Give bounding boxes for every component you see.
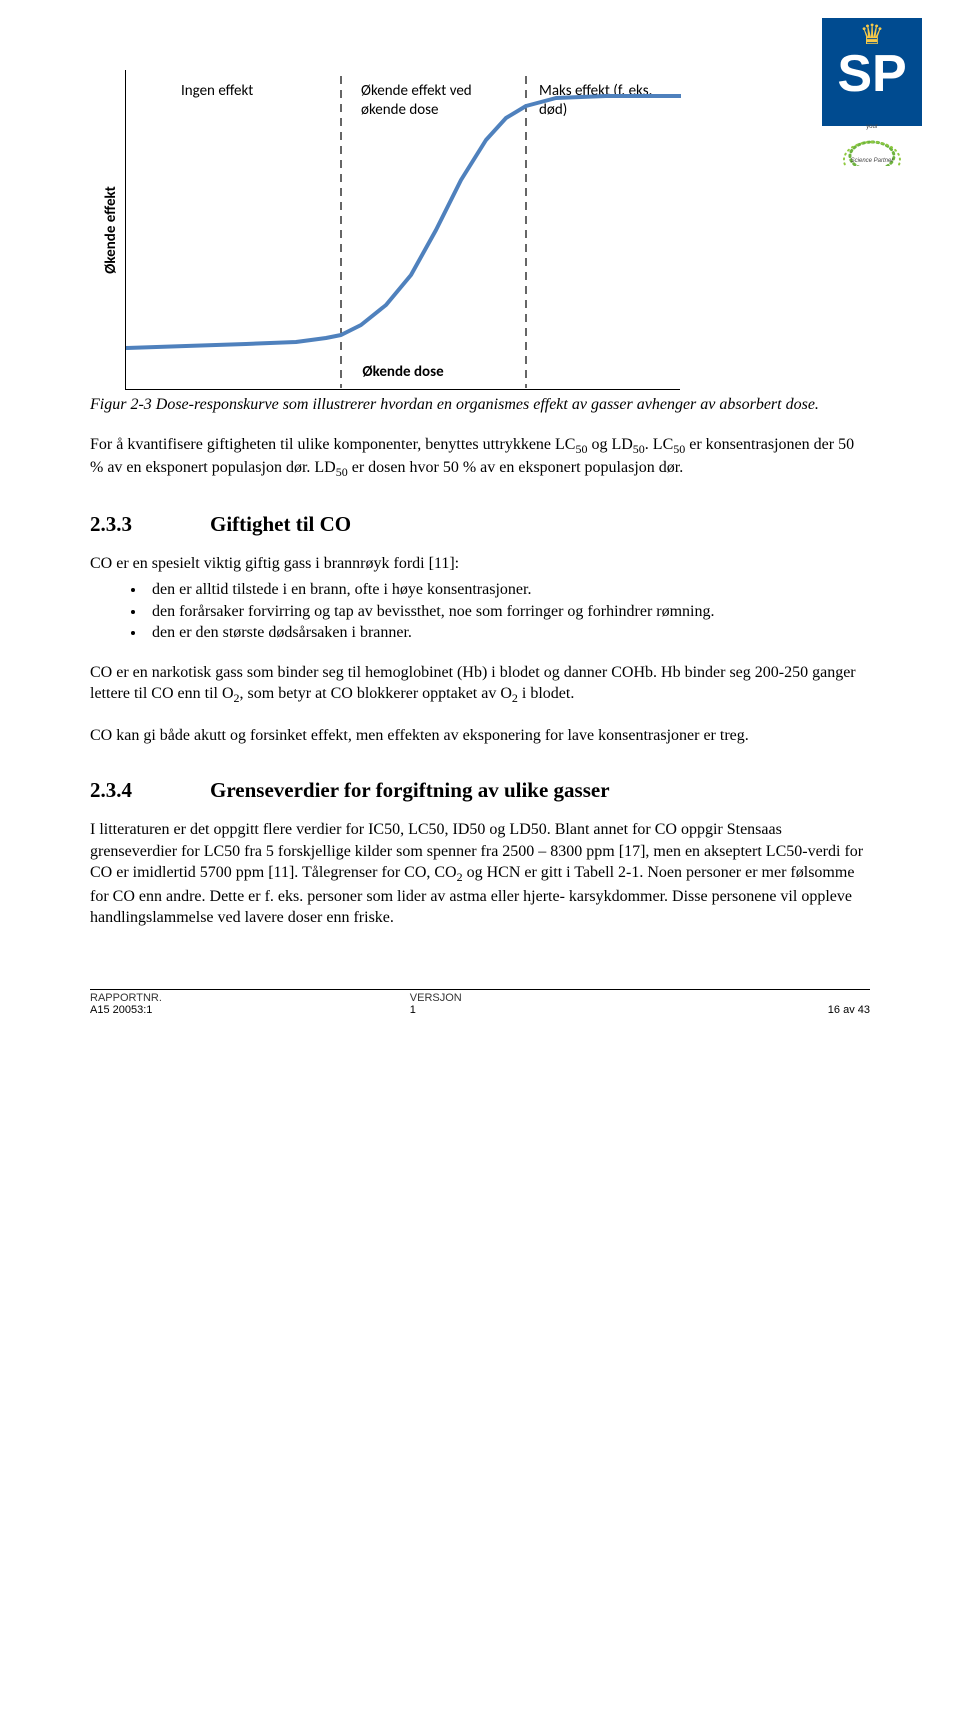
svg-text:Science Partner: Science Partner	[851, 158, 895, 164]
para-234: I litteraturen er det oppgitt flere verd…	[90, 819, 870, 929]
sp-logo: ♛ SP your Science Partner	[822, 18, 922, 163]
heading-233-title: Giftighet til CO	[210, 512, 351, 536]
footer-page: 16 av 43	[722, 992, 870, 1016]
footer-versjon-value: 1	[410, 1004, 722, 1016]
page-footer: RAPPORTNR. A15 20053:1 VERSJON 1 16 av 4…	[90, 989, 870, 1016]
para-233-effects: CO kan gi både akutt og forsinket effekt…	[90, 725, 870, 747]
bullet-list-233: den er alltid tilstede i en brann, ofte …	[146, 579, 870, 644]
heading-234-num: 2.3.4	[90, 778, 210, 803]
figure-caption: Figur 2-3 Dose-responskurve som illustre…	[90, 394, 870, 416]
footer-rapport-label: RAPPORTNR.	[90, 992, 410, 1004]
science-partner-swirl-icon: your Science Partner	[830, 118, 914, 166]
footer-rapport: RAPPORTNR. A15 20053:1	[90, 992, 410, 1016]
footer-rapport-value: A15 20053:1	[90, 1004, 410, 1016]
bullet-2: den forårsaker forvirring og tap av bevi…	[146, 601, 870, 623]
heading-234: 2.3.4Grenseverdier for forgiftning av ul…	[90, 778, 870, 803]
chart-canvas	[126, 70, 681, 390]
footer-page-value: 16 av 43	[828, 1004, 870, 1016]
para-lc50-ld50: For å kvantifisere giftigheten til ulike…	[90, 434, 870, 481]
p233b-c: i blodet.	[518, 685, 574, 702]
p1c: . LC	[645, 436, 673, 453]
p1e: er dosen hvor 50 % av en eksponert popul…	[348, 459, 683, 476]
svg-text:your: your	[866, 124, 878, 130]
y-axis-label: Økende effekt	[102, 186, 120, 274]
heading-234-title: Grenseverdier for forgiftning av ulike g…	[210, 778, 610, 802]
sp-logo-panel: ♛ SP	[822, 18, 922, 126]
bullet-3: den er den største dødsårsaken i branner…	[146, 622, 870, 644]
p1s3: 50	[673, 442, 685, 456]
heading-233-num: 2.3.3	[90, 512, 210, 537]
sp-logo-text: SP	[837, 48, 906, 100]
footer-versjon: VERSJON 1	[410, 992, 722, 1016]
para-233-cohb: CO er en narkotisk gass som binder seg t…	[90, 662, 870, 707]
p1s4: 50	[336, 465, 348, 479]
para-233-intro: CO er en spesielt viktig giftig gass i b…	[90, 553, 870, 575]
dose-response-chart: Økende effekt Økende dose Ingen effekt Ø…	[125, 70, 680, 390]
p1s1: 50	[575, 442, 587, 456]
p233b-b: , som betyr at CO blokkerer opptaket av …	[240, 685, 512, 702]
p1a: For å kvantifisere giftigheten til ulike…	[90, 436, 575, 453]
bullet-1: den er alltid tilstede i en brann, ofte …	[146, 579, 870, 601]
footer-versjon-label: VERSJON	[410, 992, 722, 1004]
p1b: og LD	[587, 436, 632, 453]
p1s2: 50	[633, 442, 645, 456]
heading-233: 2.3.3Giftighet til CO	[90, 512, 870, 537]
